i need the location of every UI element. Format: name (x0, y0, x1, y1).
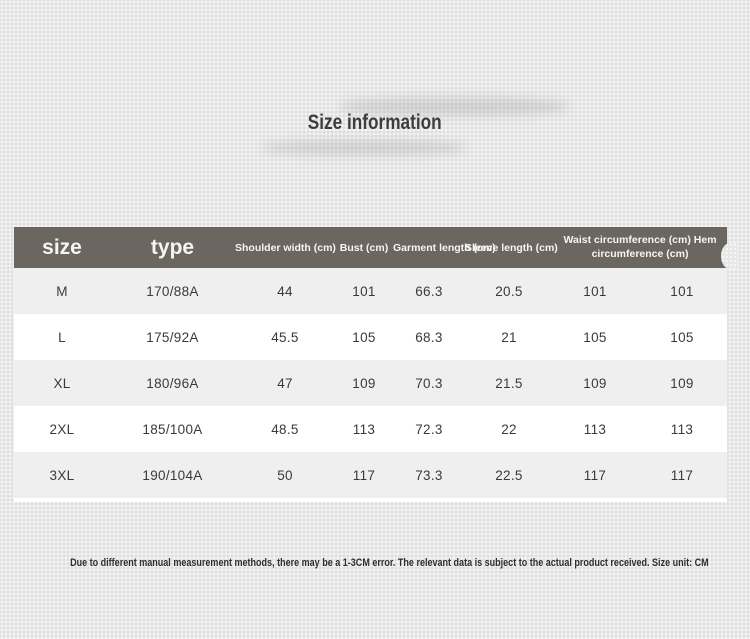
cell-hem: 109 (637, 360, 727, 406)
cell-hem: 113 (637, 406, 727, 452)
size-table: size type Shoulder width (cm) Bust (cm) … (14, 227, 727, 502)
table-row: XL 180/96A 47 109 70.3 21.5 109 109 (14, 360, 727, 406)
cell-bust: 113 (335, 406, 393, 452)
measurement-disclaimer-text: Due to different manual measurement meth… (70, 557, 709, 569)
cell-hem: 117 (637, 452, 727, 500)
header-sleeve: Sleeve length (cm) (465, 227, 558, 268)
table-row: M 170/88A 44 101 66.3 20.5 101 101 (14, 268, 727, 314)
cell-waist: 117 (553, 452, 637, 500)
header-shoulder: Shoulder width (cm) (235, 227, 336, 268)
cell-garment: 70.3 (393, 360, 465, 406)
table-row: L 175/92A 45.5 105 68.3 21 105 105 (14, 314, 727, 360)
page-title-text: Size information (308, 111, 442, 134)
cell-size: L (14, 314, 110, 360)
table-row: 2XL 185/100A 48.5 113 72.3 22 113 113 (14, 406, 727, 452)
header-bust: Bust (cm) (335, 227, 393, 268)
header-waist-hem: Waist circumference (cm) Hem circumferen… (553, 227, 727, 268)
cell-type: 180/96A (110, 360, 235, 406)
measurement-disclaimer: Due to different manual measurement meth… (0, 557, 750, 569)
cell-sleeve: 20.5 (465, 268, 553, 314)
header-type: type (110, 227, 235, 268)
cell-waist: 101 (553, 268, 637, 314)
cell-shoulder: 44 (235, 268, 335, 314)
size-table-body: M 170/88A 44 101 66.3 20.5 101 101 L 175… (14, 268, 727, 500)
cell-sleeve: 21.5 (465, 360, 553, 406)
cell-garment: 72.3 (393, 406, 465, 452)
cell-size: M (14, 268, 110, 314)
cell-garment: 66.3 (393, 268, 465, 314)
cell-type: 185/100A (110, 406, 235, 452)
cell-garment: 68.3 (393, 314, 465, 360)
cell-hem: 101 (637, 268, 727, 314)
cell-waist: 105 (553, 314, 637, 360)
blur-artifact-bottom (262, 140, 466, 155)
cell-hem: 105 (637, 314, 727, 360)
cell-bust: 101 (335, 268, 393, 314)
cell-garment: 73.3 (393, 452, 465, 500)
cell-type: 170/88A (110, 268, 235, 314)
cell-size: 3XL (14, 452, 110, 500)
header-garment: Garment length (cm) (393, 227, 496, 268)
cell-shoulder: 45.5 (235, 314, 335, 360)
cell-size: 2XL (14, 406, 110, 452)
cell-type: 175/92A (110, 314, 235, 360)
cell-sleeve: 21 (465, 314, 553, 360)
cell-shoulder: 50 (235, 452, 335, 500)
cell-shoulder: 47 (235, 360, 335, 406)
cell-bust: 105 (335, 314, 393, 360)
header-row: size type Shoulder width (cm) Bust (cm) … (14, 227, 727, 268)
cell-bust: 109 (335, 360, 393, 406)
size-table-header: size type Shoulder width (cm) Bust (cm) … (14, 227, 727, 268)
cell-waist: 113 (553, 406, 637, 452)
blur-artifact-top (340, 97, 568, 116)
header-size: size (14, 227, 110, 268)
cell-sleeve: 22.5 (465, 452, 553, 500)
page-title: Size information (0, 111, 750, 135)
table-row: 3XL 190/104A 50 117 73.3 22.5 117 117 (14, 452, 727, 500)
cell-sleeve: 22 (465, 406, 553, 452)
cell-size: XL (14, 360, 110, 406)
cell-waist: 109 (553, 360, 637, 406)
header-edge-notch (721, 243, 739, 269)
cell-type: 190/104A (110, 452, 235, 500)
cell-bust: 117 (335, 452, 393, 500)
cell-shoulder: 48.5 (235, 406, 335, 452)
